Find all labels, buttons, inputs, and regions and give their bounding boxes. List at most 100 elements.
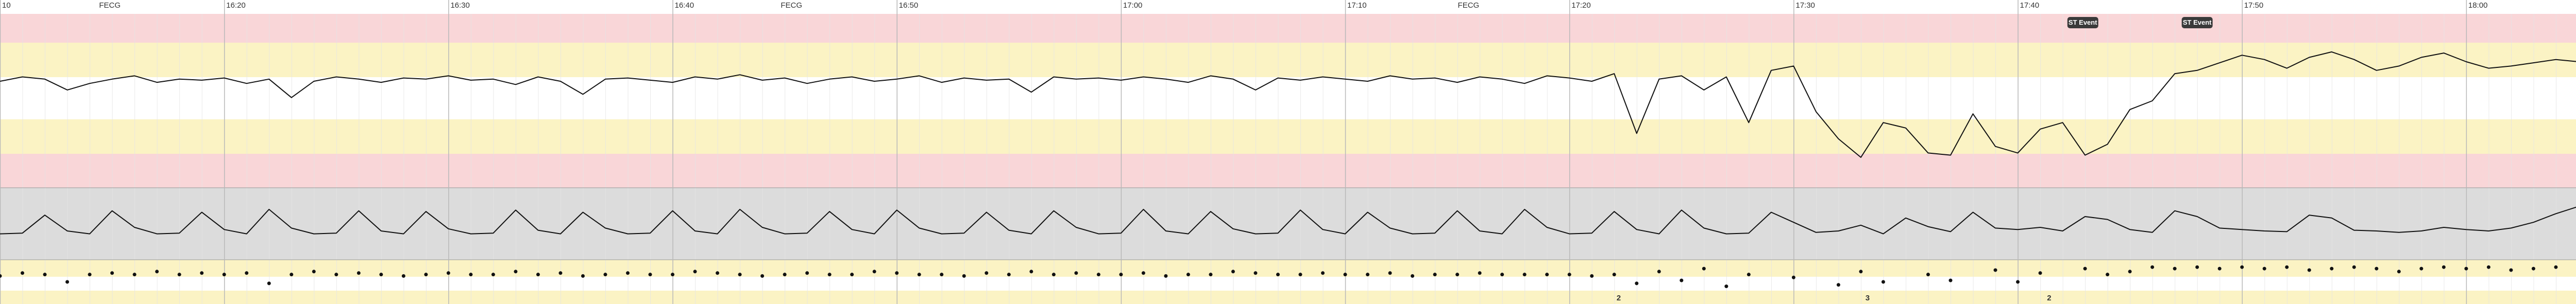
st-point — [2397, 270, 2401, 274]
st-point — [1836, 283, 1840, 287]
event-marker: 2 — [1617, 294, 1621, 302]
st-point — [716, 271, 720, 275]
st-point — [2240, 265, 2244, 269]
st-point — [917, 273, 921, 277]
st-point — [2016, 280, 2020, 284]
st-point — [2150, 265, 2155, 269]
source-label: FECG — [781, 1, 802, 10]
st-point — [222, 273, 226, 277]
st-point — [1074, 271, 1078, 275]
st-point — [379, 273, 383, 277]
st-point — [1209, 273, 1213, 277]
st-point — [1007, 273, 1011, 277]
st-point — [2330, 266, 2334, 271]
x-tick-label: 17:40 — [2020, 1, 2040, 10]
st-point — [1029, 270, 1033, 274]
st-point — [1881, 280, 1885, 284]
st-point — [2419, 266, 2424, 271]
event-marker: 2 — [2047, 294, 2051, 302]
st-point — [2038, 271, 2042, 275]
st-point — [962, 274, 966, 278]
st-point — [514, 270, 518, 274]
st-point — [850, 273, 854, 277]
st-point — [334, 273, 338, 277]
st-point — [2531, 266, 2535, 271]
st-event-text: ST Event — [2069, 19, 2097, 26]
st-point — [671, 273, 675, 277]
st-point — [110, 271, 114, 275]
st-point — [693, 270, 697, 274]
minor-grid — [0, 14, 2576, 304]
st-point — [940, 273, 944, 277]
st-point — [1993, 268, 1997, 272]
st-point — [1119, 273, 1123, 277]
st-point — [200, 271, 204, 275]
st-point — [1253, 271, 1258, 275]
st-point — [1164, 274, 1168, 278]
st-point — [0, 274, 2, 278]
trace — [0, 51, 2576, 158]
st-point — [2106, 273, 2110, 277]
x-tick-label: 17:30 — [1795, 1, 1815, 10]
st-event-badge — [2067, 17, 2098, 28]
st-point — [1141, 271, 1145, 275]
st-point — [446, 271, 450, 275]
st-point — [267, 281, 271, 285]
st-point — [2464, 266, 2468, 271]
st-event: ST Event — [2067, 17, 2098, 28]
x-tick-label: 16:30 — [450, 1, 470, 10]
st-point — [1657, 270, 1661, 274]
st-point — [1500, 273, 1504, 277]
x-tick-label: 17:00 — [1123, 1, 1143, 10]
st-point — [1455, 273, 1460, 277]
st-point — [827, 273, 832, 277]
st-point — [1590, 274, 1594, 278]
st-point — [985, 271, 989, 275]
st-point — [43, 273, 47, 277]
st-event-text: ST Event — [2183, 19, 2212, 26]
st-point — [738, 273, 742, 277]
st-point — [491, 273, 495, 277]
st-point — [1478, 271, 1482, 275]
x-tick-label: 16:40 — [675, 1, 694, 10]
st-event-badge — [2181, 17, 2213, 28]
st-point — [2128, 270, 2132, 274]
st-point — [581, 274, 585, 278]
st-point — [1567, 273, 1571, 277]
trace — [0, 206, 2576, 235]
st-point — [1724, 284, 1728, 289]
st-point — [312, 270, 316, 274]
st-point — [1859, 270, 1863, 274]
st-point — [1702, 266, 1706, 271]
st-point — [1433, 273, 1437, 277]
x-tick-label: 18:00 — [2468, 1, 2488, 10]
st-point — [2352, 265, 2356, 269]
st-point — [2509, 268, 2513, 272]
st-point — [424, 273, 428, 277]
st-point — [1747, 273, 1751, 277]
st-point — [2262, 266, 2266, 271]
st-event: ST Event — [2181, 17, 2213, 28]
st-point — [469, 273, 473, 277]
st-point — [1321, 271, 1325, 275]
st-point — [648, 273, 652, 277]
st-point — [783, 273, 787, 277]
x-tick-label: 17:20 — [1571, 1, 1591, 10]
st-point — [88, 273, 92, 277]
source-label: FECG — [1458, 1, 1480, 10]
st-point — [1948, 278, 1953, 282]
st-point — [1366, 273, 1370, 277]
st-point — [2217, 266, 2222, 271]
st-point — [132, 273, 137, 277]
event-marker: 3 — [1866, 294, 1870, 302]
time-strip — [0, 0, 2576, 14]
st-point — [1343, 273, 1347, 277]
st-point — [1522, 273, 1527, 277]
st-point — [2554, 265, 2558, 269]
st-point — [1276, 273, 1280, 277]
st-point — [2195, 265, 2199, 269]
x-tick-label: 16:50 — [899, 1, 919, 10]
st-point — [2173, 266, 2177, 271]
st-point — [2442, 265, 2446, 269]
